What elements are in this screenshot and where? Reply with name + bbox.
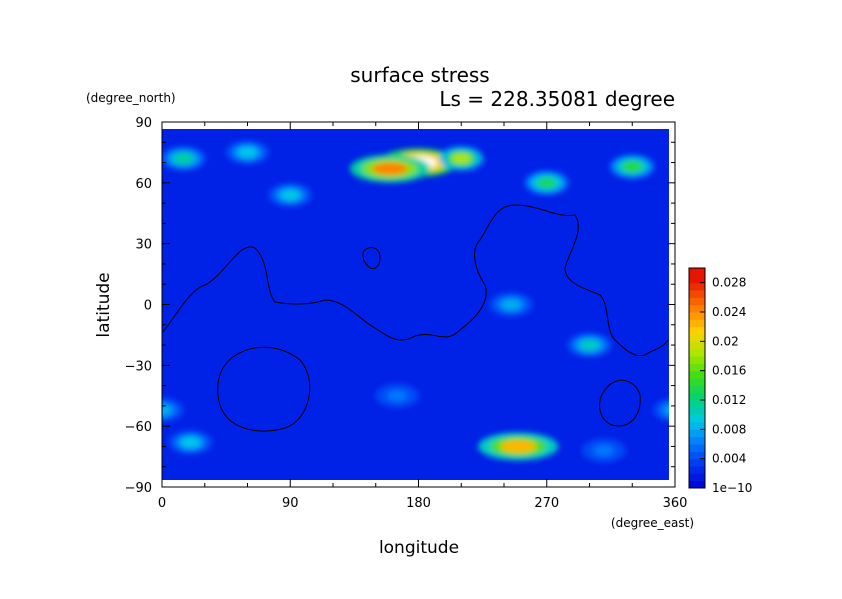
heatmap-field [162,129,669,480]
colorbar-segment [689,473,705,482]
y-tick-label: 30 [135,238,152,253]
colorbar-segment [689,480,705,489]
colorbar-segment [689,297,705,306]
colorbar-segment [689,378,705,386]
colorbar-frame [688,267,706,489]
y-tick-label: 60 [135,177,152,192]
heatmap-hotspot-3-layer-2 [173,153,194,164]
colorbar-segment [689,356,705,364]
colorbar-tick-label: 1e−10 [712,481,752,495]
x-unit-label: (degree_east) [611,516,694,530]
heatmap-hotspot-11-layer-1 [659,402,669,418]
colorbar-segment [689,312,705,320]
colorbar-tick-label: 0.012 [712,393,746,407]
contour-west [162,204,669,357]
colorbar-segment [689,370,705,379]
colorbar-segment [689,407,705,416]
colorbar-segment [689,268,705,276]
heatmap-hotspot-14-layer-2 [387,390,408,402]
colorbar-segment [689,392,705,401]
heatmap-background [162,129,669,480]
heatmap-hotspot-4-layer-2 [237,147,258,158]
colorbar-segment [689,436,705,445]
colorbar-segment [689,429,705,438]
heatmap-hotspots [162,140,669,463]
y-tick-label: −90 [125,481,152,496]
heatmap-hotspot-10-layer-2 [162,404,172,416]
colorbar-segment [689,290,705,298]
heatmap-hotspot-5-layer-2 [622,161,643,173]
y-tick-label: 90 [135,116,152,131]
heatmap-hotspot-9-layer-2 [180,436,201,448]
x-tick-label: 90 [282,496,299,511]
colorbar-segment [689,326,705,335]
colorbar-segment [689,341,705,350]
heatmap-hotspot-12-layer-2 [579,339,600,351]
x-tick-label: 270 [534,496,559,511]
colorbar-tick-label: 0.004 [712,452,746,466]
colorbar-segment [689,451,705,460]
heatmap-hotspot-2-layer-2 [451,153,472,164]
heatmap-hotspot-11-layer-2 [665,405,669,415]
colorbar-segment [689,334,705,342]
heatmap-hotspot-15-layer-2 [593,445,614,456]
y-tick-label: −30 [125,359,152,374]
axis-ticks: 0 90 180 270 360 90 60 30 0 −30 −60 −90 [125,116,688,511]
heatmap-hotspot-8-layer-2 [500,440,537,453]
colorbar-segment [689,414,705,423]
x-tick-label: 0 [158,496,166,511]
colorbar-segment [689,348,705,357]
heatmap-hotspot-13-layer-2 [501,299,522,310]
colorbar-segment [689,385,705,394]
colorbar-segment [689,282,705,291]
colorbar-segment [689,422,705,430]
chart-subtitle: Ls = 228.35081 degree [439,87,675,111]
x-tick-label: 360 [663,496,688,511]
contour-crater-west [217,346,311,432]
colorbar-segment [689,363,705,372]
colorbar-segment [689,444,705,452]
heatmap-hotspot-6-layer-2 [536,177,557,189]
x-axis-label: longitude [379,538,459,558]
x-tick-label: 180 [406,496,431,511]
colorbar-tick-label: 0.02 [712,334,739,348]
colorbar-segment [689,319,705,328]
contour-small-island [362,247,381,269]
colorbar-tick-label: 0.028 [712,276,746,290]
y-axis-label: latitude [94,272,114,337]
colorbar-tick-label: 0.024 [712,305,746,319]
colorbar-tick-label: 0.016 [712,364,746,378]
y-tick-label: 0 [144,299,152,314]
y-unit-label: (degree_north) [86,91,176,105]
colorbar-segment [689,275,705,284]
colorbar-tick-label: 0.008 [712,422,746,436]
colorbar: 1e−10 0.004 0.008 0.012 0.016 0.02 0.024 0.028 [688,267,752,495]
chart-title: surface stress [350,63,489,87]
y-tick-label: −60 [125,420,152,435]
heatmap-hotspot-7-layer-2 [280,189,301,201]
colorbar-segment [689,304,705,313]
colorbar-segment [689,458,705,467]
heatmap-hotspot-1-layer-2 [372,162,408,175]
contour-crater-east [599,380,641,427]
colorbar-segment [689,400,705,408]
continent-contours [162,204,669,432]
colorbar-segment [689,466,705,474]
